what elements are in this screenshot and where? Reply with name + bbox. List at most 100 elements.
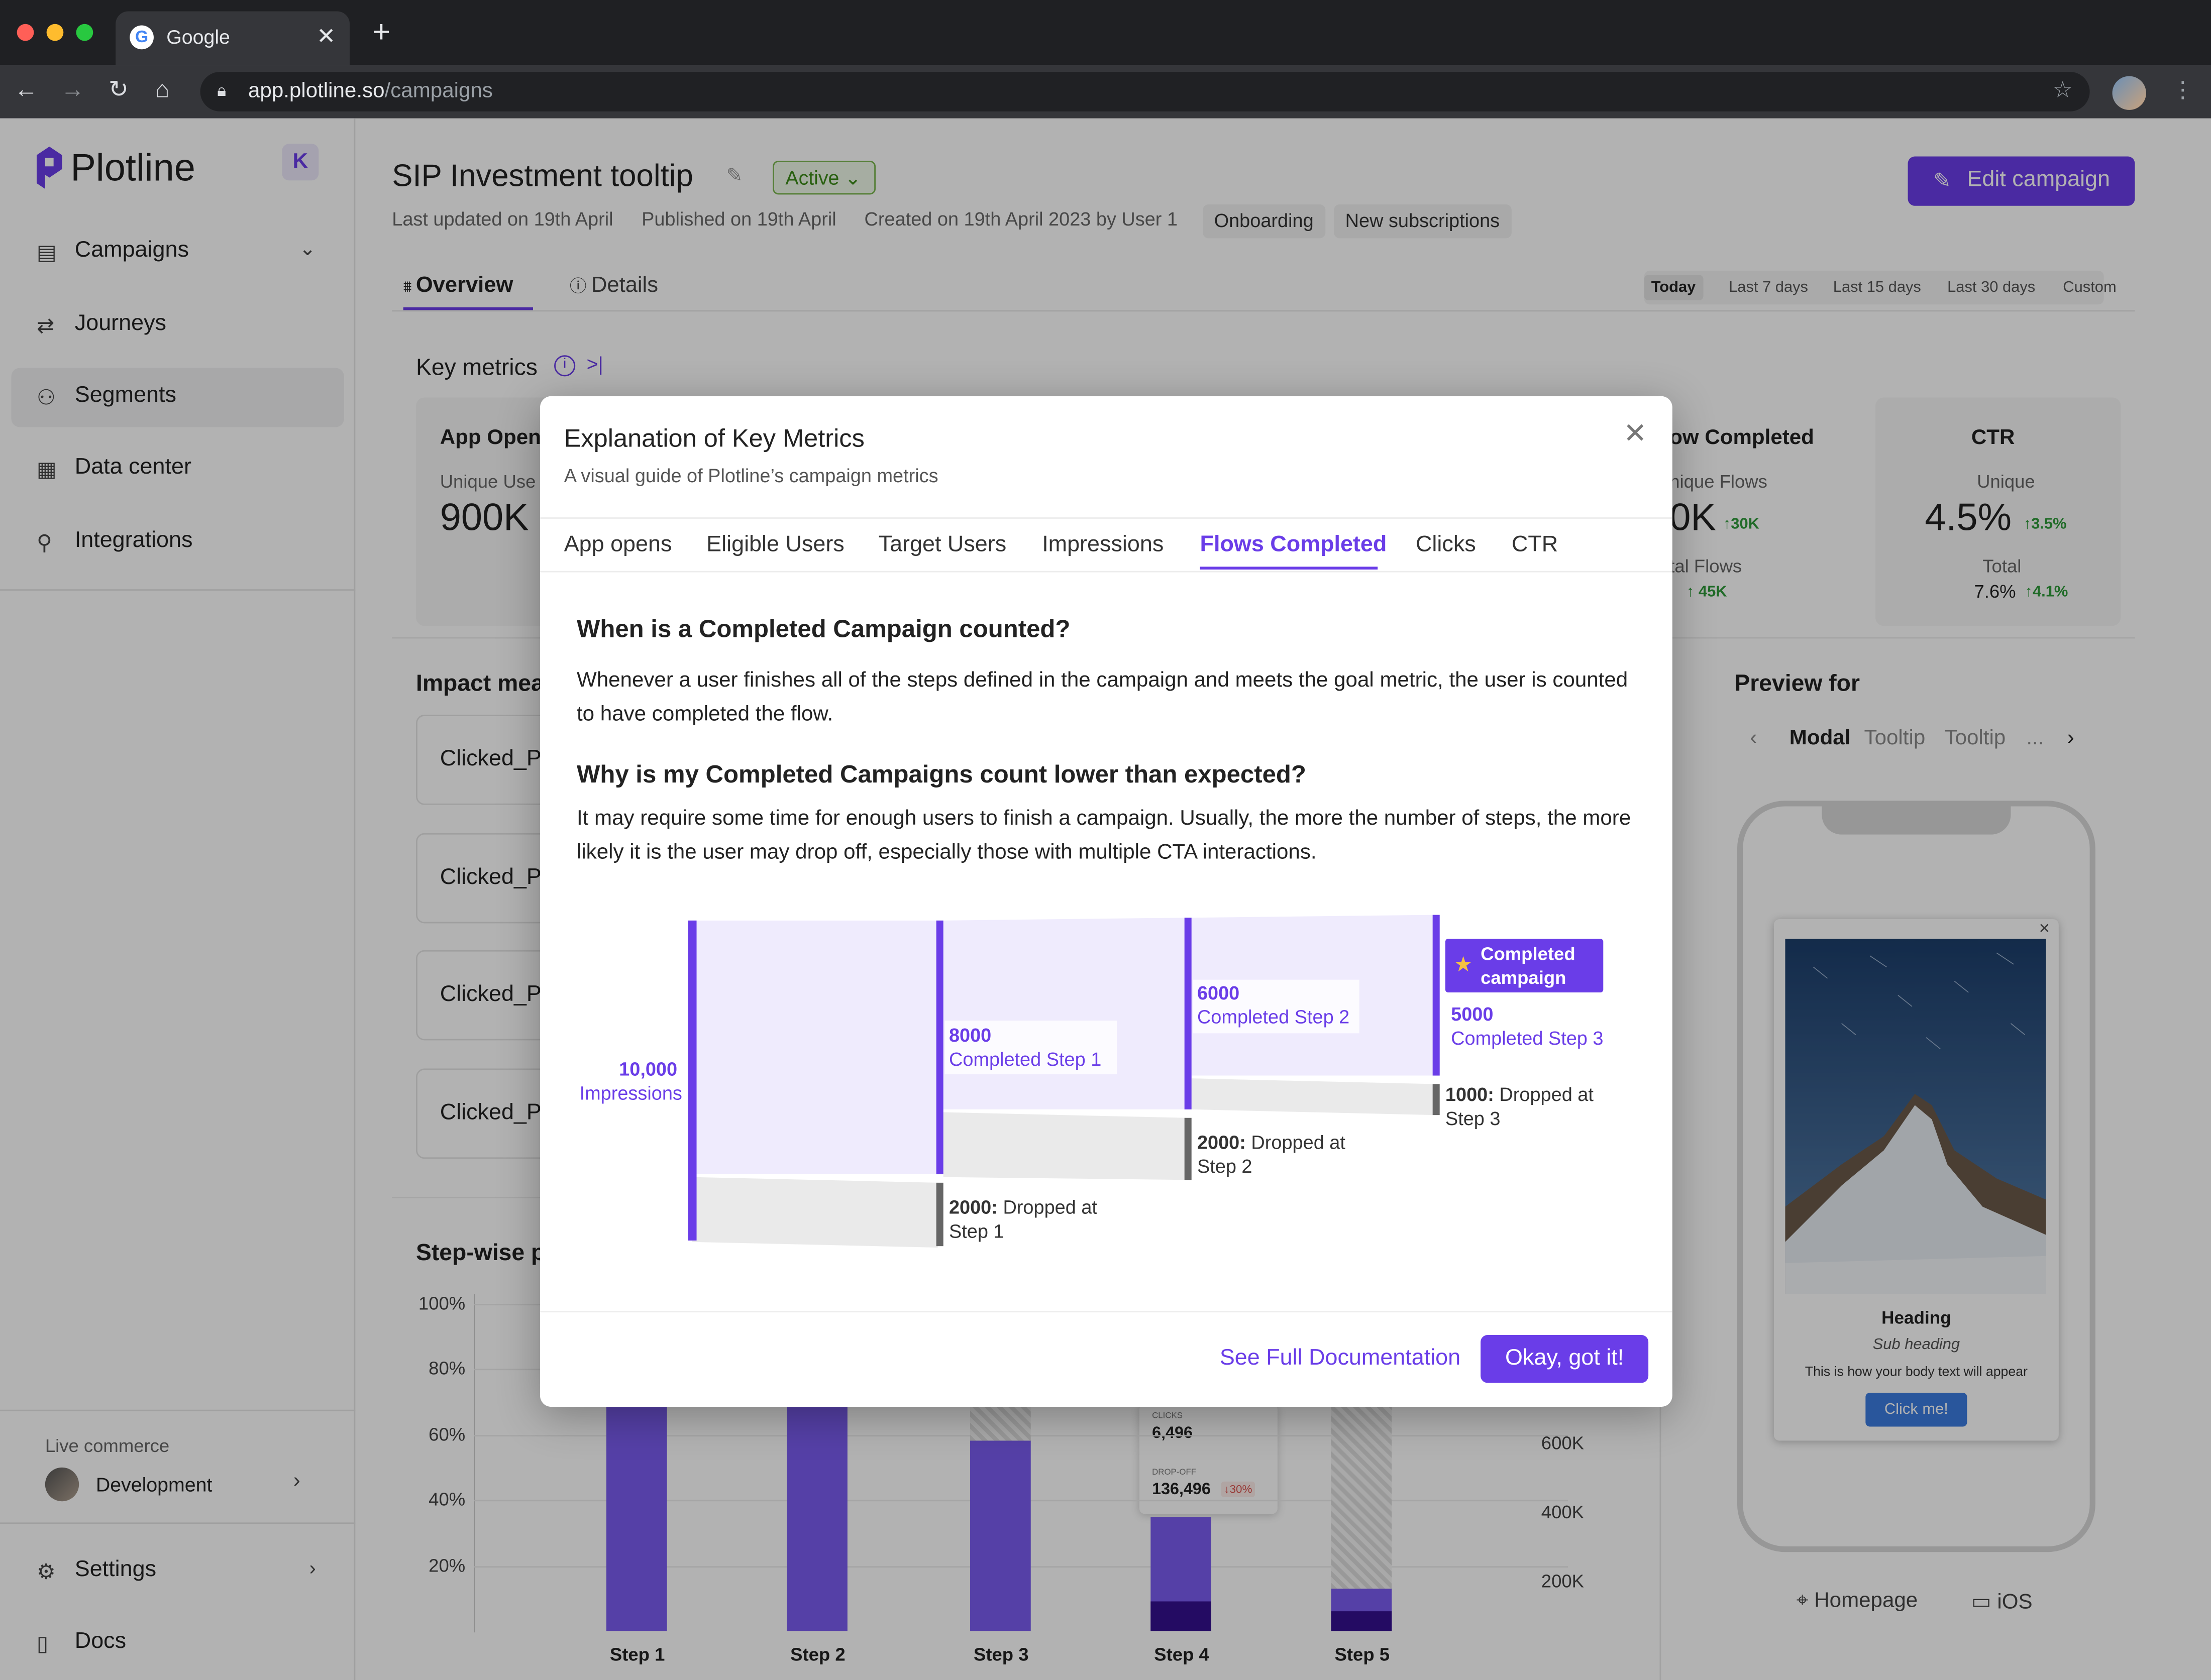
bar — [970, 1441, 1031, 1631]
preview-modal: ✕ Heading Sub heading — [1773, 919, 2059, 1441]
location-pin-icon: ⌖ — [1796, 1589, 1815, 1613]
location-label: Homepage — [1814, 1589, 1918, 1613]
sidebar-item-campaigns[interactable]: ▤ Campaigns ⌄ — [11, 222, 344, 282]
chevron-right-icon[interactable]: › — [293, 1469, 300, 1493]
tooltip-clicks-value: 6,496 — [1152, 1425, 1193, 1442]
published-text: Published on 19th April — [642, 208, 836, 230]
info-icon[interactable]: i — [554, 355, 576, 377]
metric-delta: ↑30K — [1723, 516, 1759, 533]
tab-details[interactable]: ⓘ Details — [570, 274, 658, 299]
sidebar-item-integrations[interactable]: ⚲ Integrations — [11, 513, 344, 573]
collapse-sidebar-button[interactable]: K — [282, 144, 319, 181]
okay-got-it-button[interactable]: Okay, got it! — [1481, 1335, 1649, 1383]
metric-delta-value: 3.5% — [2031, 516, 2067, 533]
tab-overview[interactable]: ⩩ Overview — [403, 274, 513, 299]
y-tick-label: 80% — [429, 1358, 466, 1380]
close-icon[interactable]: ✕ — [1623, 418, 1647, 450]
funnel-drop3-label: Dropped at Step 3 — [1445, 1084, 1594, 1130]
metric-total-label: Total — [1982, 555, 2022, 577]
location-selector[interactable]: ⌖ Homepage — [1797, 1589, 1918, 1613]
sidebar-item-settings[interactable]: ⚙ Settings › — [11, 1542, 344, 1602]
preview-option-tooltip[interactable]: Tooltip — [1944, 726, 2006, 750]
x-tick-label: Step 3 — [974, 1643, 1029, 1665]
browser-tab[interactable]: G Google ✕ — [116, 11, 350, 65]
created-text: Created on 19th April 2023 by User 1 — [864, 208, 1178, 230]
tooltip-dropoff-delta-value: 30% — [1229, 1483, 1252, 1496]
minimize-window-button[interactable] — [46, 24, 64, 41]
funnel-step2-value: 6000 — [1197, 982, 1240, 1004]
environment-name[interactable]: Development — [95, 1473, 213, 1496]
completed-campaign-label: Completed campaign — [1481, 943, 1575, 988]
new-tab-icon[interactable]: + — [372, 14, 391, 50]
x-tick-label: Step 5 — [1334, 1643, 1390, 1665]
chevron-left-icon[interactable]: ‹ — [1750, 726, 1757, 750]
sidebar-item-journeys[interactable]: ⇄ Journeys — [11, 296, 344, 355]
overview-icon: ⩩ — [403, 279, 416, 296]
reload-icon[interactable]: ↻ — [109, 76, 129, 103]
dialog-tab-flows-completed[interactable]: Flows Completed — [1200, 532, 1387, 557]
sidebar-divider — [0, 589, 356, 591]
metric-value: 4.5% — [1925, 496, 2012, 539]
funnel-step2-label: Completed Step 2 — [1197, 1006, 1350, 1028]
expand-icon[interactable]: >| — [586, 352, 603, 375]
google-favicon-icon: G — [130, 25, 154, 50]
chevron-right-icon[interactable]: › — [2067, 726, 2074, 750]
bookmark-star-icon[interactable]: ☆ — [2052, 79, 2073, 103]
metric-total-delta: ↑ 45K — [1686, 583, 1727, 601]
funnel-node-drop1 — [936, 1182, 943, 1247]
tag-chip: Onboarding — [1203, 204, 1325, 239]
see-full-documentation-link[interactable]: See Full Documentation — [1219, 1346, 1461, 1371]
range-last-7-days[interactable]: Last 7 days — [1729, 279, 1809, 296]
sidebar-item-segments[interactable]: ⚇ Segments — [11, 368, 344, 427]
profile-avatar[interactable] — [2112, 76, 2146, 110]
impact-row-label: Clicked_P — [440, 1101, 542, 1125]
step-tooltip: CLICKS 6,496 DROP-OFF 136,496 ↓30% — [1139, 1404, 1278, 1514]
y2-tick-label: 400K — [1541, 1501, 1585, 1523]
sidebar-item-docs[interactable]: ▯ Docs — [11, 1614, 344, 1673]
dialog-tab-ctr[interactable]: CTR — [1511, 532, 1558, 557]
phone-preview: ✕ Heading Sub heading — [1737, 801, 2095, 1552]
dialog-tab-target-users[interactable]: Target Users — [878, 532, 1007, 557]
tooltip-dropoff-value: 136,496 — [1152, 1481, 1211, 1499]
funnel-drop1-label: Dropped at Step 1 — [949, 1196, 1097, 1242]
preview-option-modal[interactable]: Modal — [1789, 726, 1851, 750]
funnel-drop3: 1000: Dropped at Step 3 — [1445, 1083, 1629, 1131]
preview-option-more[interactable]: ... — [2026, 726, 2044, 750]
dialog-tab-clicks[interactable]: Clicks — [1415, 532, 1476, 557]
range-today[interactable]: Today — [1644, 275, 1703, 300]
range-last-15-days[interactable]: Last 15 days — [1833, 279, 1921, 296]
edit-campaign-label: Edit campaign — [1967, 168, 2111, 192]
url-host: app.plotline.so — [248, 79, 385, 103]
forward-icon[interactable]: → — [60, 76, 85, 103]
range-last-30-days[interactable]: Last 30 days — [1947, 279, 2036, 296]
funnel-node-drop3 — [1432, 1084, 1440, 1115]
segments-icon: ⚇ — [36, 386, 56, 410]
edit-title-pencil-icon[interactable]: ✎ — [726, 163, 743, 186]
dialog-tab-impressions[interactable]: Impressions — [1042, 532, 1164, 557]
status-dropdown[interactable]: Active ⌄ — [773, 160, 876, 195]
platform-selector[interactable]: ▭ iOS — [1971, 1589, 2033, 1614]
close-icon[interactable]: ✕ — [2038, 922, 2051, 938]
funnel-drop1-value: 2000: — [949, 1196, 998, 1218]
dialog-tab-eligible-users[interactable]: Eligible Users — [706, 532, 845, 557]
range-custom[interactable]: Custom — [2063, 279, 2117, 296]
dialog-subtitle: A visual guide of Plotline’s campaign me… — [564, 465, 938, 487]
maximize-window-button[interactable] — [76, 24, 93, 41]
close-window-button[interactable] — [17, 24, 34, 41]
back-icon[interactable]: ← — [14, 76, 38, 103]
sidebar-item-data-center[interactable]: ▦ Data center — [11, 440, 344, 499]
preview-option-tooltip[interactable]: Tooltip — [1864, 726, 1926, 750]
active-tab-indicator — [403, 307, 533, 310]
metric-delta-value: 30K — [1731, 516, 1759, 533]
close-tab-icon[interactable]: ✕ — [317, 25, 336, 50]
edit-campaign-button[interactable]: ✎ Edit campaign — [1908, 156, 2135, 206]
metric-title: ow Completed — [1669, 425, 1814, 450]
funnel-drop-3 — [1191, 1078, 1434, 1115]
y2-tick-label: 600K — [1541, 1432, 1585, 1453]
home-icon[interactable]: ⌂ — [155, 76, 170, 103]
preview-modal-button: Click me! — [1865, 1393, 1967, 1427]
address-bar[interactable]: 🔒︎ app.plotline.so/campaigns ☆ — [200, 72, 2090, 111]
browser-menu-icon[interactable]: ⋮ — [2171, 79, 2194, 103]
dialog-tab-app-opens[interactable]: App opens — [564, 532, 672, 557]
preview-modal-body: This is how your body text will appear — [1805, 1364, 2028, 1380]
